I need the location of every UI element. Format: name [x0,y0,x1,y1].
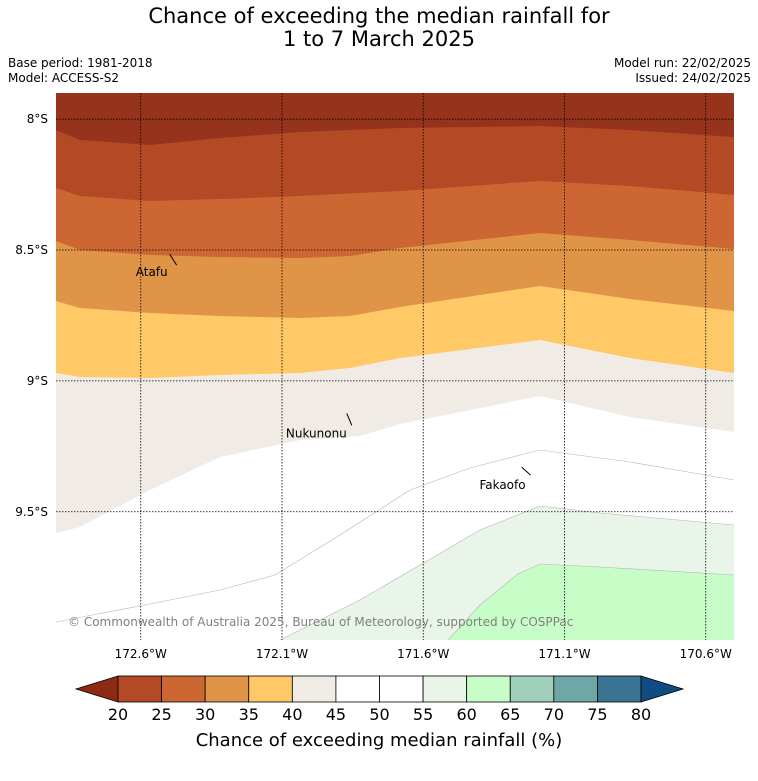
copyright-notice: © Commonwealth of Australia 2025, Bureau… [68,615,573,629]
colorbar-label: Chance of exceeding median rainfall (%) [195,730,563,751]
title-line-1: Chance of exceeding the median rainfall … [148,4,610,28]
lon-tick-label: 172.6°W [115,647,167,661]
colorbar-tick-label: 45 [326,705,346,724]
contour-55 [279,505,734,640]
colorbar-tick-label: 35 [239,705,259,724]
title-line-2: 1 to 7 March 2025 [283,27,475,51]
base-period: Base period: 1981-2018 [8,56,153,70]
contour-60 [447,563,734,640]
colorbar-swatch [509,675,555,703]
colorbar-tick-label: 30 [195,705,215,724]
contour-lines [56,449,734,640]
map-title: Chance of exceeding the median rainfall … [0,5,758,51]
colorbar-tick-label: 60 [456,705,476,724]
place-label: Atafu [136,265,168,279]
colorbar-swatch [204,675,250,703]
axes: 8°S 8.5°S 9°S 9.5°S 172.6°W 172.1°W 171.6°W 171… [15,112,732,661]
lon-tick-label: 170.6°W [680,647,732,661]
place-label: Fakaofo [479,478,525,492]
colorbar-swatch [248,675,293,703]
colorbar-tick-label: 75 [587,705,607,724]
contour-50 [56,449,734,623]
island-marker [169,253,178,266]
meta-right: Model run: 22/02/2025 Issued: 24/02/2025 [614,56,751,86]
island-marker [521,466,531,476]
colorbar-swatch [553,675,598,703]
colorbar-swatch [117,675,162,703]
lat-tick-label: 8°S [27,112,48,126]
colorbar: 20 25 30 35 40 45 50 55 60 65 70 75 80 [74,675,685,724]
colorbar-swatch [379,675,424,703]
lon-tick-label: 172.1°W [256,647,308,661]
band-60-65 [448,564,734,640]
colorbar-swatch [422,675,468,703]
colorbar-tick-label: 50 [369,705,389,724]
colorbar-tick-label: 80 [631,705,651,724]
meta-left: Base period: 1981-2018 Model: ACCESS-S2 [8,56,153,86]
probability-bands [56,93,734,640]
lat-tick-label: 9°S [27,374,48,388]
colorbar-tick-label: 70 [544,705,564,724]
colorbar-swatch [335,675,380,703]
lat-tick-label: 9.5°S [15,505,48,519]
colorbar-swatch [597,675,642,703]
colorbar-tick-label: 20 [108,705,128,724]
place-label: Nukunonu [286,426,347,440]
colorbar-swatch [161,675,206,703]
graticule [56,93,734,640]
colorbar-swatch [291,675,337,703]
colorbar-under-arrow [74,675,119,703]
colorbar-tick-label: 55 [413,705,433,724]
lon-tick-label: 171.6°W [397,647,449,661]
colorbar-tick-label: 40 [282,705,302,724]
place-labels: Atafu Nukunonu Fakaofo [136,253,531,492]
colorbar-tick-label: 25 [151,705,171,724]
map-plot-area: Atafu Nukunonu Fakaofo © Commonwealth of A… [56,93,734,640]
island-marker [346,413,353,426]
model-name: Model: ACCESS-S2 [8,71,120,85]
model-run: Model run: 22/02/2025 [613,56,751,70]
issued-date: Issued: 24/02/2025 [635,71,751,85]
colorbar-over-arrow [640,675,685,703]
lat-tick-label: 8.5°S [15,243,48,257]
colorbar-swatch [466,675,511,703]
lon-tick-label: 171.1°W [538,647,590,661]
colorbar-tick-label: 65 [500,705,520,724]
